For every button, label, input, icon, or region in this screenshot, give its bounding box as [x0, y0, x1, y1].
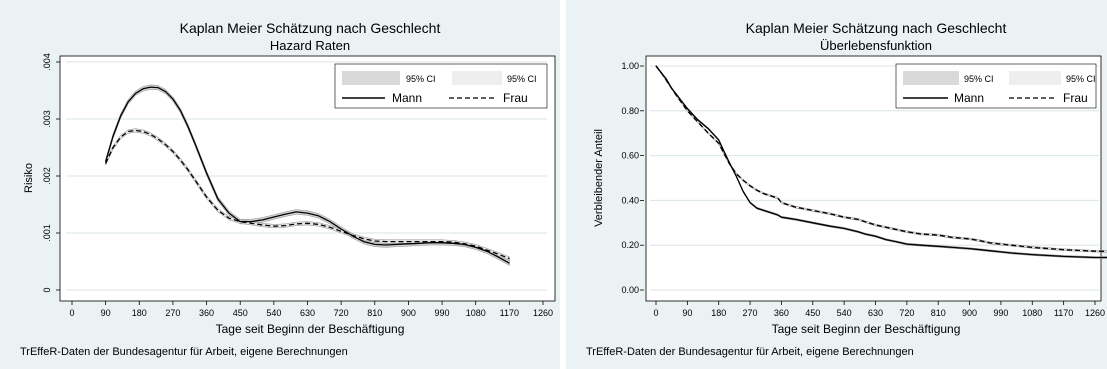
y-tick-label: 0 [42, 287, 52, 292]
legend: 95% CI 95% CI Mann Frau [895, 63, 1097, 109]
series-lines [104, 86, 510, 264]
survival-chart-panel: Kaplan Meier Schätzung nach Geschlecht Ü… [566, 0, 1107, 369]
x-tick-label: 1170 [1054, 308, 1073, 318]
y-tick-label: 0.80 [621, 106, 639, 116]
y-tick-label: .001 [42, 224, 52, 242]
x-tick-label: 540 [266, 308, 281, 318]
x-axis-ticks: 0 90 180 270 360 450 540 630 720 810 900 990 1080 117… [69, 301, 553, 318]
y-tick-label: 0.20 [621, 240, 639, 250]
legend-ci-label-mann: 95% CI [964, 74, 994, 84]
x-tick-label: 270 [743, 308, 758, 318]
x-tick-label: 1080 [1022, 308, 1042, 318]
legend-ci-label-frau: 95% CI [1066, 74, 1096, 84]
x-tick-label: 0 [653, 308, 658, 318]
x-axis-label: Tage seit Beginn der Beschäftigung [772, 322, 961, 336]
x-tick-label: 90 [682, 308, 692, 318]
series-lines [655, 65, 1107, 259]
ci-bands [655, 64, 1107, 259]
series-line-frau [655, 65, 1107, 252]
legend-ci-label-mann: 95% CI [406, 74, 436, 84]
y-axis-ticks: 0.00 0.20 0.40 0.60 0.80 1.00 [621, 61, 644, 295]
y-tick-label: 0.40 [621, 195, 639, 205]
x-tick-label: 450 [805, 308, 820, 318]
legend: 95% CI 95% CI Mann Frau [334, 63, 548, 109]
x-tick-label: 1260 [533, 308, 553, 318]
y-axis-ticks: 0 .001 .002 .003 .004 [42, 53, 60, 293]
legend-ci-label-frau: 95% CI [507, 74, 537, 84]
y-tick-label: .002 [42, 167, 52, 185]
legend-ci-swatch-frau [452, 71, 502, 85]
y-tick-label: .004 [42, 53, 52, 71]
legend-label-frau: Frau [1063, 91, 1088, 105]
y-tick-label: .003 [42, 110, 52, 128]
chart-subtitle: Überlebensfunktion [820, 38, 932, 53]
chart-title: Kaplan Meier Schätzung nach Geschlecht [746, 20, 1007, 36]
ci-band-frau [655, 64, 1107, 253]
x-tick-label: 180 [711, 308, 726, 318]
x-tick-label: 90 [101, 308, 111, 318]
legend-ci-swatch-mann [342, 71, 400, 85]
y-axis-label: Risiko [23, 163, 35, 193]
series-line-mann [104, 86, 510, 264]
x-tick-label: 900 [962, 308, 977, 318]
x-tick-label: 810 [367, 308, 382, 318]
grid-lines [66, 61, 547, 291]
y-tick-label: 1.00 [621, 61, 639, 71]
x-tick-label: 360 [199, 308, 214, 318]
legend-label-mann: Mann [954, 91, 984, 105]
legend-label-mann: Mann [392, 91, 422, 105]
x-tick-label: 450 [233, 308, 248, 318]
chart-title: Kaplan Meier Schätzung nach Geschlecht [180, 20, 441, 36]
x-tick-label: 270 [165, 308, 180, 318]
x-tick-label: 720 [334, 308, 349, 318]
chart-subtitle: Hazard Raten [270, 38, 350, 53]
ci-band-mann [655, 64, 1107, 259]
hazard-chart-panel: Kaplan Meier Schätzung nach Geschlecht H… [0, 0, 560, 369]
series-line-frau [105, 129, 510, 260]
series-line-mann [655, 65, 1107, 259]
legend-ci-swatch-mann [903, 71, 959, 85]
legend-ci-swatch-frau [1009, 71, 1061, 85]
x-tick-label: 180 [132, 308, 147, 318]
y-tick-label: 0.60 [621, 151, 639, 161]
x-tick-label: 540 [837, 308, 852, 318]
source-caption: TrEffeR-Daten der Bundesagentur für Arbe… [586, 346, 914, 358]
x-axis-label: Tage seit Beginn der Beschäftigung [216, 322, 405, 336]
x-tick-label: 900 [401, 308, 416, 318]
x-tick-label: 1080 [466, 308, 486, 318]
ci-band-frau [105, 128, 510, 261]
survival-chart-svg: Kaplan Meier Schätzung nach Geschlecht Ü… [593, 20, 1107, 336]
ci-bands [105, 84, 510, 266]
ci-band-mann [105, 84, 510, 266]
x-axis-ticks: 0 90 180 270 360 450 540 630 720 810 900 990 1080 117… [653, 301, 1105, 318]
x-tick-label: 990 [993, 308, 1008, 318]
hazard-chart-svg: Kaplan Meier Schätzung nach Geschlecht H… [23, 20, 556, 336]
y-axis-label: Verbleibender Anteil [593, 129, 605, 227]
y-tick-label: 0.00 [621, 285, 639, 295]
source-caption: TrEffeR-Daten der Bundesagentur für Arbe… [20, 346, 348, 358]
x-tick-label: 0 [69, 308, 74, 318]
x-tick-label: 630 [300, 308, 315, 318]
x-tick-label: 990 [435, 308, 450, 318]
x-tick-label: 1260 [1085, 308, 1105, 318]
legend-label-frau: Frau [503, 91, 528, 105]
x-tick-label: 720 [899, 308, 914, 318]
x-tick-label: 1170 [500, 308, 519, 318]
x-tick-label: 630 [868, 308, 883, 318]
x-tick-label: 360 [774, 308, 789, 318]
x-tick-label: 810 [931, 308, 946, 318]
